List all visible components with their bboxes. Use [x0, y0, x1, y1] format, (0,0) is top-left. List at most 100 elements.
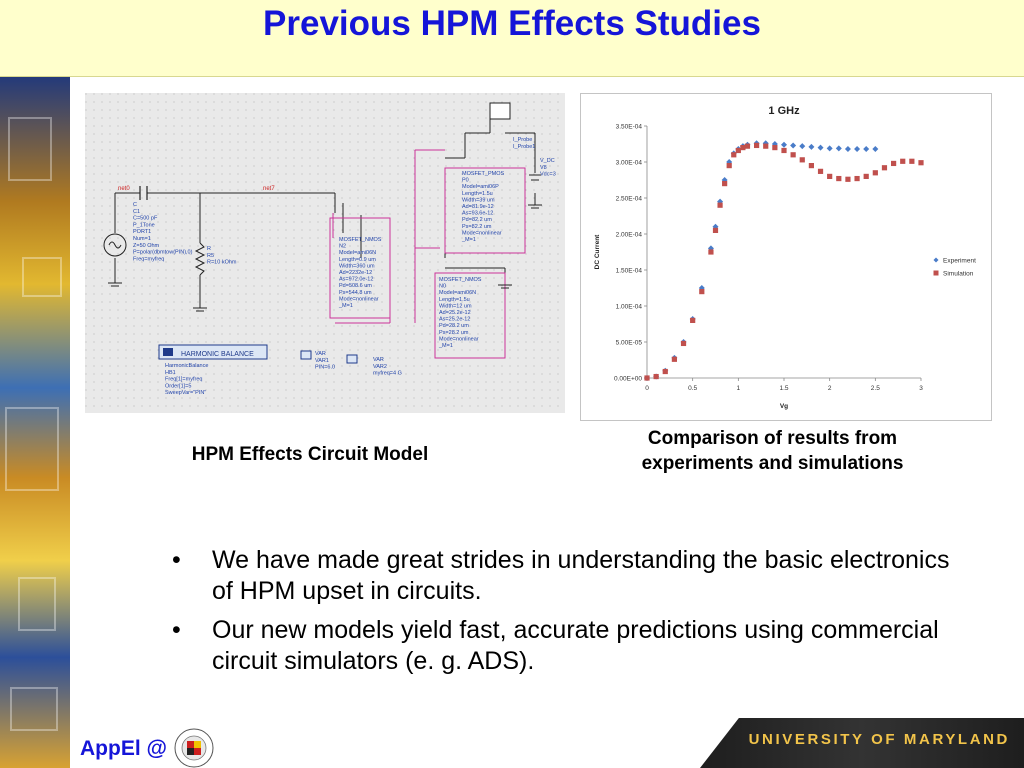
experiment-point — [817, 144, 824, 151]
param-line: I_Probe1 — [513, 144, 535, 150]
experiment-point — [790, 142, 797, 149]
param-line: R — [207, 246, 211, 252]
simulation-point — [644, 375, 650, 381]
simulation-point — [781, 147, 787, 154]
param-line: V8 — [540, 165, 547, 171]
param-line: V_DC — [540, 158, 555, 164]
chart-title: 1 GHz — [768, 105, 800, 117]
param-line: Ps=82.2 um — [462, 224, 492, 230]
param-line: Num=1 — [133, 236, 151, 242]
x-tick-label: 1 — [737, 385, 741, 392]
param-line: myfreq=4 G — [373, 371, 402, 377]
hb-params: HarmonicBalanceHB1Freq[1]=myfreqOrder[1]… — [165, 363, 208, 396]
param-line: Vdc=3 — [540, 172, 556, 178]
param-line: PIN=6.0 — [315, 365, 335, 371]
nmos-right-params: MOSFET_NMOSN0Model=ami06NLength=1.5uWidt… — [438, 277, 482, 349]
param-line: Model=ami06N — [339, 250, 376, 256]
param-line: VAR1 — [315, 358, 329, 364]
bullet-text: We have made great strides in understand… — [212, 546, 950, 605]
param-line: C=500 pF — [133, 216, 158, 222]
simulation-point — [872, 170, 878, 176]
simulation-point — [854, 175, 860, 182]
simulation-point — [881, 165, 888, 171]
param-line: SweepVar="PIN" — [165, 390, 206, 396]
simulation-point — [845, 176, 851, 182]
pmos-params: MOSFET_PMOSP0Model=ami06PLength=1.5uWidt… — [461, 171, 505, 243]
simulation-point — [722, 181, 728, 187]
param-line: R5 — [207, 253, 214, 259]
x-tick-label: 1.5 — [779, 385, 788, 392]
x-tick-label: 0.5 — [688, 385, 697, 392]
param-line: C1 — [133, 209, 140, 215]
simulation-point — [690, 317, 696, 323]
bullet-item: • Our new models yield fast, accurate pre… — [172, 615, 972, 677]
experiment-point — [863, 146, 870, 153]
simulation-point — [726, 163, 732, 169]
footer-appel: AppEl @ — [80, 737, 167, 760]
experiment-point — [826, 145, 833, 152]
param-line: MOSFET_NMOS — [439, 277, 482, 283]
simulation-point — [827, 173, 833, 179]
param-line: Ps=28.2 um — [439, 330, 469, 336]
simulation-point — [740, 145, 746, 151]
y-tick-label: 2.50E-04 — [616, 196, 643, 203]
simulation-point — [808, 163, 814, 169]
bullet-item: • We have made great strides in understan… — [172, 545, 972, 607]
net-label-top: net7 — [263, 186, 275, 192]
chart-svg: 1 GHz 0.00E+00 5.00E-05 1.00E-04 1.50E-04 2.0… — [594, 105, 976, 410]
param-line: Z=50 Ohm — [133, 243, 160, 249]
param-line: Width=12 um — [439, 303, 472, 309]
param-line: HarmonicBalance — [165, 363, 208, 369]
chart-panel: 1 GHz 0.00E+00 5.00E-05 1.00E-04 1.50E-04 2.0… — [580, 93, 992, 421]
umd-seal-logo — [174, 728, 214, 768]
x-tick-label: 2.5 — [871, 385, 880, 392]
simulation-point — [900, 158, 906, 164]
param-line: Freq[1]=myfreq — [165, 377, 202, 383]
chart-caption: Comparison of results from experiments a… — [600, 426, 945, 476]
param-line: VAR — [373, 357, 384, 363]
param-line: P0 — [462, 178, 469, 184]
param-line: Ad=81.9e-12 — [462, 204, 494, 210]
param-line: _M=1 — [438, 343, 453, 349]
bullet-glyph: • — [172, 616, 181, 644]
param-line: Pd=508.6 um — [339, 283, 372, 289]
simulation-point — [790, 152, 796, 158]
chart-caption-line-2: experiments and simulations — [641, 453, 904, 474]
bullet-glyph: • — [172, 546, 181, 574]
legend-marker-experiment — [933, 257, 939, 263]
y-tick-label: 1.50E-04 — [616, 268, 643, 275]
y-tick-label: 3.50E-04 — [616, 124, 643, 131]
experiment-point — [808, 143, 815, 150]
simulation-point — [836, 175, 842, 182]
param-line: VAR — [315, 351, 326, 357]
param-line: Length=1.5u — [462, 191, 493, 197]
experiment-point — [835, 145, 842, 152]
param-line: Length=0.9 um — [339, 257, 376, 263]
net-label-left: net0 — [118, 186, 130, 192]
simulation-point — [680, 340, 687, 347]
x-axis-label: Vg — [780, 403, 788, 410]
simulation-point — [735, 147, 741, 154]
param-line: Width=360 um — [339, 263, 375, 269]
simulation-point — [763, 143, 769, 149]
simulation-point — [712, 227, 719, 233]
university-name: UNIVERSITY OF MARYLAND — [748, 731, 1010, 748]
simulation-point — [918, 160, 924, 166]
simulation-point — [744, 143, 751, 149]
simulation-point — [863, 173, 869, 179]
simulation-point — [653, 373, 659, 380]
circuit-schematic: HARMONIC BALANCE net0 net7 C C1 C=500 pF P_… — [85, 93, 565, 413]
param-line: I_Probe — [513, 137, 532, 143]
param-line: PORT1 — [133, 229, 151, 235]
experiment-point — [781, 141, 787, 148]
x-tick-label: 2 — [828, 385, 832, 392]
param-line: _M=1 — [461, 237, 476, 243]
param-line: MOSFET_NMOS — [339, 237, 382, 243]
param-line: VAR2 — [373, 364, 387, 370]
